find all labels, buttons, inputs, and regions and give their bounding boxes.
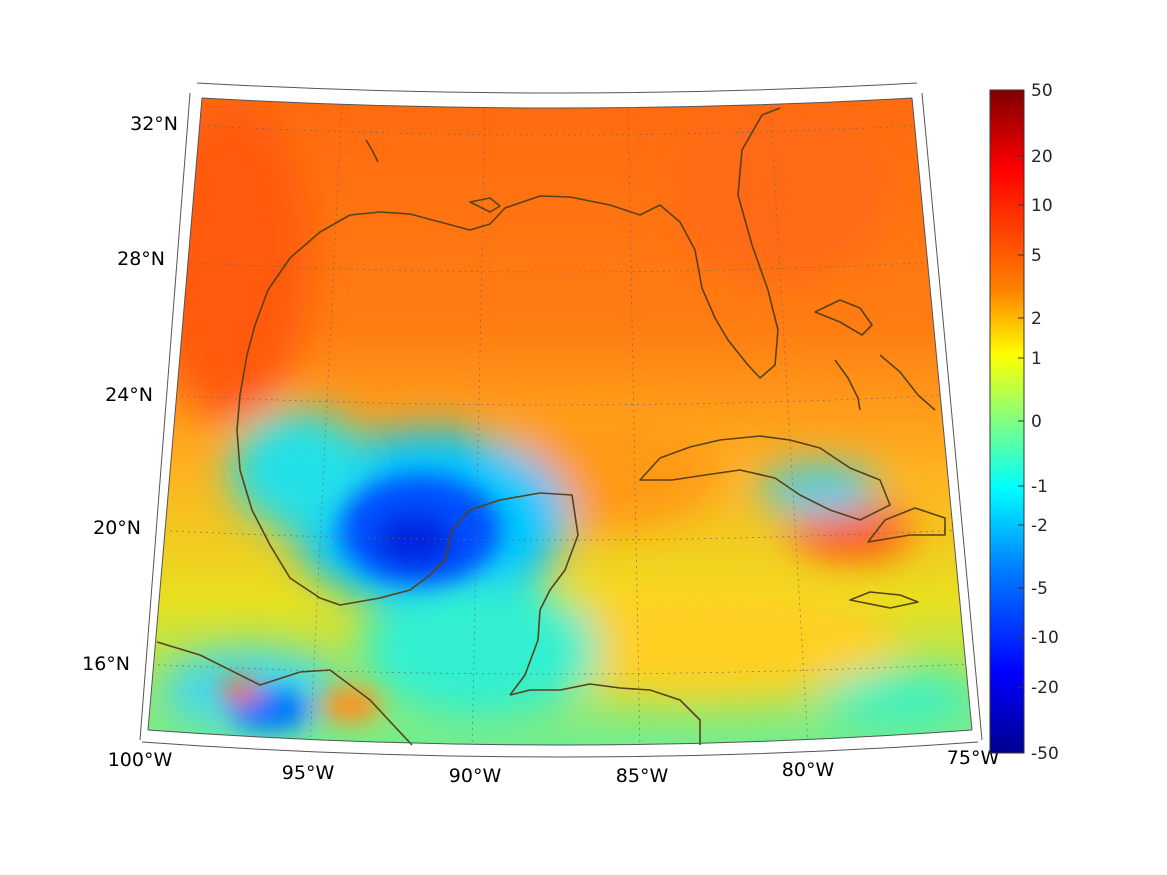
- colorbar-label-minus5: -5: [1031, 579, 1048, 599]
- lon-label-80w: 80°W: [782, 759, 835, 781]
- colorbar: 50 20 10 5 2 1 0 -1 -2 -5 -10 -20 -50: [989, 81, 1059, 764]
- colorbar-label-minus1: -1: [1031, 477, 1048, 497]
- lat-label-16n: 16°N: [82, 653, 130, 675]
- lon-label-85w: 85°W: [616, 765, 669, 787]
- colorbar-label-0: 0: [1031, 412, 1042, 432]
- map-frame: [139, 82, 983, 758]
- lat-label-28n: 28°N: [117, 248, 165, 270]
- lat-label-24n: 24°N: [105, 384, 153, 406]
- colorbar-label-minus20: -20: [1031, 678, 1059, 698]
- lat-label-20n: 20°N: [93, 517, 141, 539]
- lon-label-75w: 75°W: [947, 747, 1000, 769]
- colorbar-ticks: [1018, 89, 1024, 754]
- colorbar-label-20: 20: [1031, 147, 1053, 167]
- colorbar-label-1: 1: [1031, 349, 1042, 369]
- coastlines: [156, 107, 946, 746]
- colorbar-label-minus2: -2: [1031, 516, 1048, 536]
- colorbar-label-10: 10: [1031, 196, 1053, 216]
- latitude-labels: 32°N 28°N 24°N 20°N 16°N: [82, 113, 178, 675]
- colorbar-label-minus50: -50: [1031, 744, 1059, 764]
- colorbar-label-minus10: -10: [1031, 628, 1059, 648]
- lon-label-90w: 90°W: [449, 765, 502, 787]
- lon-label-100w: 100°W: [108, 749, 173, 771]
- lat-label-32n: 32°N: [130, 113, 178, 135]
- colorbar-label-50: 50: [1031, 81, 1053, 101]
- colorbar-label-2: 2: [1031, 309, 1042, 329]
- lon-label-95w: 95°W: [282, 762, 335, 784]
- longitude-labels: 100°W 95°W 90°W 85°W 80°W 75°W: [108, 747, 1000, 787]
- data-field: [148, 98, 972, 745]
- colorbar-label-5: 5: [1031, 246, 1042, 266]
